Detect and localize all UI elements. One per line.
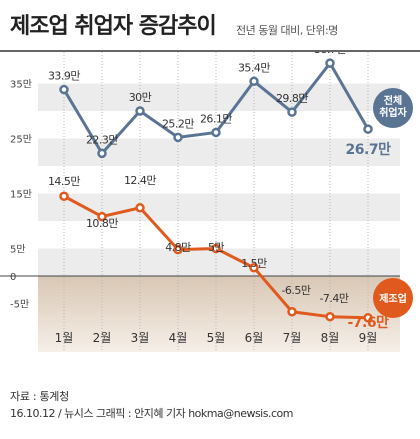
x-tick-label: 2월	[93, 331, 112, 345]
y-tick-label: 0	[10, 272, 16, 283]
x-tick-label: 6월	[245, 331, 264, 345]
grid-band	[38, 248, 400, 276]
manufacturing-label: 10.8만	[86, 217, 118, 230]
total-employed-point	[211, 127, 221, 138]
manufacturing-point	[97, 211, 107, 222]
total-employed-point	[135, 106, 145, 116]
total-employed-badge-label: 전체	[384, 94, 402, 107]
y-tick-label: 5만	[10, 244, 26, 256]
manufacturing-label: 1.5만	[241, 257, 267, 270]
manufacturing-point	[59, 191, 69, 201]
total-employed-point	[59, 84, 69, 95]
title-divider	[0, 50, 420, 52]
y-tick-label: 35만	[10, 79, 32, 91]
y-tick-label: 15만	[10, 189, 32, 201]
x-tick-label: 4월	[169, 331, 188, 345]
manufacturing-point	[249, 263, 259, 273]
y-tick-label: 25만	[10, 134, 32, 146]
manufacturing-label: 4.8만	[165, 241, 191, 254]
x-tick-label: 1월	[55, 331, 74, 345]
total-employed-point	[287, 107, 297, 117]
total-employed-label: 38.7만	[314, 52, 346, 56]
manufacturing-label: 14.5만	[48, 175, 80, 188]
total-employed-point	[97, 148, 107, 159]
x-tick-label: 3월	[131, 331, 150, 345]
total-employed-label: 26.1만	[200, 112, 232, 125]
chart-subtitle: 전년 동월 대비, 단위:명	[236, 24, 338, 37]
credit-note: 16.10.12 / 뉴시스 그래픽 : 안지혜 기자 hokma@newsis…	[10, 407, 293, 420]
total-employed-label: 35.4만	[238, 61, 270, 74]
manufacturing-point	[211, 243, 221, 254]
manufacturing-point	[173, 244, 183, 255]
chart-title: 제조업 취업자 증감추이	[10, 14, 217, 39]
manufacturing-label: -6.5만	[281, 284, 310, 297]
manufacturing-label: 5만	[208, 241, 224, 254]
total-employed-label: 22.3만	[86, 133, 118, 146]
manufacturing-point	[135, 203, 145, 213]
negative-region	[38, 276, 400, 352]
source-note: 자료 : 통계청	[10, 390, 69, 403]
total-employed-badge	[373, 88, 413, 128]
total-employed-point	[249, 76, 259, 87]
manufacturing-point	[325, 311, 335, 322]
total-employed-point	[363, 124, 373, 134]
total-employed-point	[325, 58, 335, 68]
chart-header: 제조업 취업자 증감추이 전년 동월 대비, 단위:명	[0, 0, 420, 52]
total-employed-label: 29.8만	[276, 92, 308, 105]
x-tick-label: 9월	[359, 331, 378, 345]
y-tick-label: -5만	[10, 299, 29, 311]
manufacturing-label: -7.6만	[348, 315, 390, 331]
total-employed-badge-label: 취업자	[379, 106, 407, 119]
grid-band	[38, 83, 400, 111]
x-tick-label: 8월	[321, 331, 340, 345]
total-employed-label: 25.2만	[162, 117, 194, 130]
manufacturing-label: -7.4만	[319, 292, 348, 305]
line-chart: 35만 25만 15만 5만 0 -5만 1월 2월 3월 4월 5월 6월 7월 8월 9월 33.9만 22…	[0, 52, 413, 352]
manufacturing-label: 12.4만	[124, 174, 156, 187]
x-tick-label: 5월	[207, 331, 226, 345]
manufacturing-badge	[373, 278, 413, 318]
total-employed-label: 33.9만	[48, 70, 80, 83]
manufacturing-point	[287, 307, 297, 317]
total-employed-point	[173, 132, 183, 143]
x-tick-label: 7월	[283, 331, 302, 345]
total-employed-label: 26.7만	[346, 142, 392, 158]
manufacturing-badge-label: 제조업	[379, 292, 407, 305]
total-employed-label: 30만	[129, 91, 152, 104]
manufacturing-point	[363, 313, 373, 323]
